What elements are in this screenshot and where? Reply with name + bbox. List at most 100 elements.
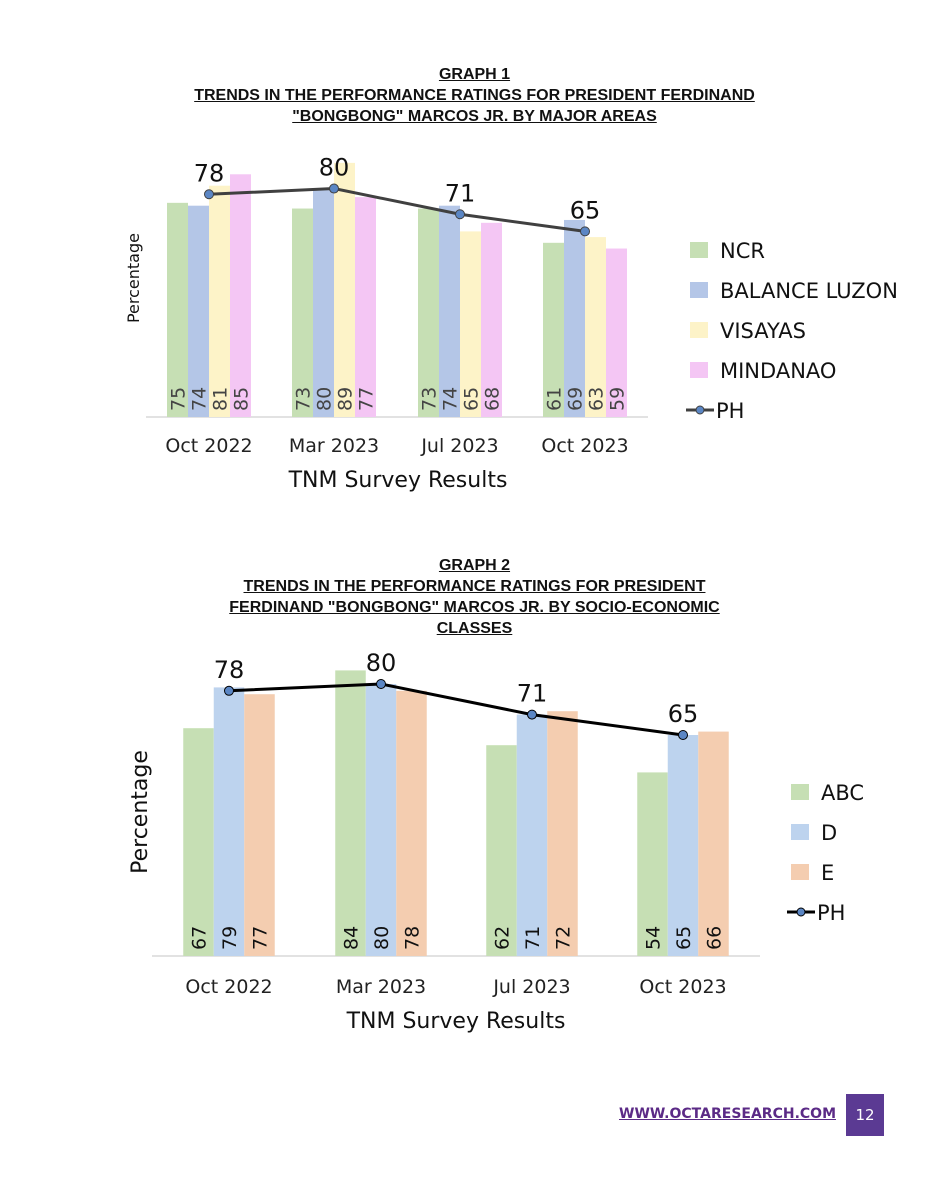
- g2-line-ph-point: [527, 709, 537, 720]
- g1-legend-marker-ph: [695, 405, 705, 415]
- g2-line-ph-label: 78: [214, 656, 245, 684]
- page-number-badge: 12: [846, 1094, 884, 1136]
- g2-x-axis-title: TNM Survey Results: [346, 1009, 566, 1034]
- g2-x-tick-label: Oct 2023: [639, 976, 726, 998]
- g1-bar-visayas-0: [209, 185, 230, 417]
- g1-legend-label: BALANCE LUZON: [720, 279, 898, 303]
- g2-line-ph-point: [678, 730, 688, 740]
- g1-bar-label: 89: [334, 387, 356, 411]
- g2-bar-e-1: [396, 690, 427, 956]
- g1-bar-label: 73: [292, 387, 314, 411]
- g2-bar-label: 78: [401, 926, 423, 950]
- g1-bar-label: 85: [230, 387, 252, 411]
- graph2-title: GRAPH 2 TRENDS IN THE PERFORMANCE RATING…: [0, 555, 949, 639]
- g2-bar-abc-3: [637, 772, 668, 956]
- graph1-title-line-2: TRENDS IN THE PERFORMANCE RATINGS FOR PR…: [194, 87, 755, 104]
- g2-bar-d-2: [516, 714, 548, 956]
- g1-bar-label: 59: [606, 387, 628, 411]
- graph2-title-line-3: FERDINAND "BONGBONG" MARCOS JR. BY SOCIO…: [229, 599, 720, 616]
- website-link[interactable]: WWW.OCTARESEARCH.COM: [619, 1106, 836, 1122]
- g1-line-ph-label: 65: [570, 196, 601, 224]
- g2-x-tick-label: Jul 2023: [492, 976, 570, 998]
- g2-x-tick-label: Oct 2022: [185, 976, 272, 998]
- g2-legend-label: D: [821, 821, 837, 845]
- g1-legend-swatch-mindanao: [690, 362, 708, 378]
- g1-x-tick-label: Oct 2023: [541, 435, 628, 457]
- g2-bar-e-3: [698, 731, 729, 956]
- graph2-chart: 67 79 77 Oct 2022 84 80 78 Mar 2023 62 71 72 Jul 20…: [128, 649, 864, 1034]
- g1-bar-ncr-2: [418, 208, 439, 417]
- g2-bar-d-0: [213, 687, 245, 956]
- g2-bar-label: 66: [703, 926, 725, 950]
- g1-bar-ncr-1: [292, 208, 313, 417]
- g2-line-ph: [228, 682, 684, 737]
- g2-bar-d-1: [365, 684, 397, 956]
- g1-line-ph-point: [329, 183, 339, 194]
- g2-line-ph-label: 80: [366, 649, 397, 677]
- g1-bar-label: 61: [543, 387, 565, 411]
- g2-bar-abc-2: [486, 745, 517, 956]
- g2-bar-label: 84: [340, 926, 362, 950]
- g1-line-ph-label: 80: [319, 154, 350, 182]
- g2-legend-swatch-abc: [791, 784, 809, 800]
- g1-line-ph-point: [580, 226, 590, 237]
- g1-y-axis-title: Percentage: [124, 233, 143, 323]
- g2-bar-e-0: [244, 694, 275, 956]
- g1-bar-mindanao-2: [481, 222, 502, 417]
- g1-bar-label: 74: [188, 387, 210, 411]
- g1-bar-visayas-3: [585, 237, 606, 417]
- g1-bar-label: 75: [167, 387, 189, 411]
- g1-legend-label: PH: [716, 399, 744, 423]
- g2-legend-swatch-d: [791, 824, 809, 840]
- g2-bar-label: 71: [522, 926, 544, 950]
- g2-line-ph-point: [376, 679, 386, 689]
- g2-bar-label: 65: [673, 926, 695, 950]
- g1-bar-balance-luzon-3: [564, 219, 585, 417]
- graph1-title-line-1: GRAPH 1: [438, 66, 511, 83]
- g1-bar-label: 73: [418, 387, 440, 411]
- g2-bar-label: 72: [552, 926, 574, 950]
- g2-legend-label: ABC: [821, 781, 864, 805]
- g1-bar-label: 63: [585, 387, 607, 411]
- g1-bar-balance-luzon-1: [313, 188, 334, 417]
- g1-bar-mindanao-1: [355, 197, 376, 417]
- g2-legend-marker-ph: [796, 907, 806, 917]
- g1-bar-label: 81: [209, 387, 231, 411]
- g2-bar-label: 77: [249, 926, 271, 950]
- g2-bar-e-2: [547, 711, 578, 956]
- g1-bar-label: 74: [439, 387, 461, 411]
- g1-line-ph-label: 71: [445, 179, 476, 207]
- g1-bar-label: 77: [355, 387, 377, 411]
- graph2-title-line-1: GRAPH 2: [438, 557, 511, 574]
- graph2-title-line-2: TRENDS IN THE PERFORMANCE RATINGS FOR PR…: [243, 578, 706, 595]
- g1-bar-visayas-2: [460, 231, 481, 417]
- page-number: 12: [855, 1106, 875, 1124]
- g1-line-ph-point: [455, 209, 465, 220]
- graph2-title-line-4: CLASSES: [436, 620, 513, 637]
- g1-bar-balance-luzon-2: [439, 205, 460, 417]
- g1-x-axis-title: TNM Survey Results: [288, 468, 508, 493]
- g1-line-ph-label: 78: [194, 159, 225, 187]
- g1-bar-ncr-3: [543, 242, 564, 417]
- g2-bar-d-3: [667, 735, 699, 956]
- g1-bar-label: 69: [564, 387, 586, 411]
- g1-bar-mindanao-3: [606, 248, 627, 417]
- g1-legend-swatch-visayas: [690, 322, 708, 338]
- g1-x-tick-label: Oct 2022: [165, 435, 252, 457]
- g2-legend-label: E: [821, 861, 834, 885]
- g1-legend-label: MINDANAO: [720, 359, 836, 383]
- g2-legend-label: PH: [817, 901, 845, 925]
- g2-legend-swatch-e: [791, 864, 809, 880]
- g1-bar-balance-luzon-0: [188, 205, 209, 417]
- g2-line-ph-label: 71: [517, 680, 548, 708]
- g1-legend-label: VISAYAS: [720, 319, 806, 343]
- g2-x-tick-label: Mar 2023: [336, 976, 426, 998]
- g2-bar-label: 54: [642, 926, 664, 950]
- g1-x-tick-label: Jul 2023: [420, 435, 498, 457]
- g1-bar-mindanao-0: [230, 174, 251, 417]
- g1-legend-label: NCR: [720, 239, 765, 263]
- graph1-title-line-3: "BONGBONG" MARCOS JR. BY MAJOR AREAS: [292, 108, 657, 125]
- graph1-title: GRAPH 1 TRENDS IN THE PERFORMANCE RATING…: [0, 64, 949, 127]
- g2-bar-abc-1: [335, 670, 366, 956]
